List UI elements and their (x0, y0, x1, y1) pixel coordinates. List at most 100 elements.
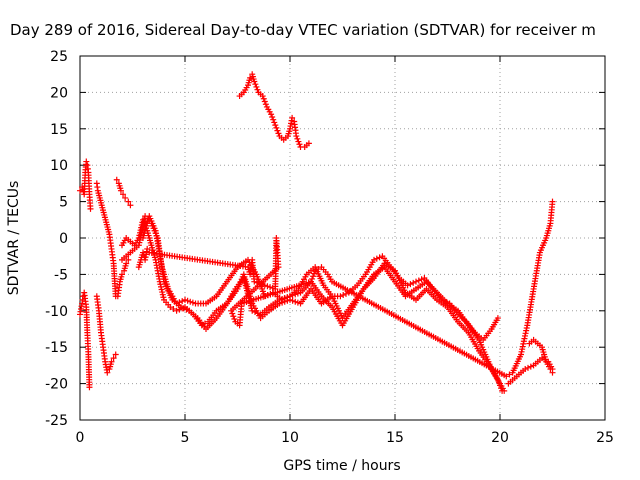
data-point (527, 363, 534, 370)
data-point (407, 281, 414, 288)
x-tick-label: 5 (181, 430, 190, 446)
data-point (373, 255, 380, 262)
y-axis-ticks: -25 -20 -15 -10 -5 0 5 10 15 20 25 (45, 49, 605, 429)
y-tick-label: -15 (45, 340, 68, 356)
data-point (254, 310, 261, 317)
data-point (259, 93, 266, 100)
data-point (86, 384, 93, 391)
data-point (120, 191, 127, 198)
data-point (312, 267, 319, 274)
data-point (274, 127, 281, 134)
data-point (501, 387, 508, 394)
data-point (261, 98, 268, 105)
data-point (506, 371, 513, 378)
data-point (404, 282, 411, 289)
data-point (113, 176, 120, 183)
data-point (127, 202, 134, 209)
x-tick-label: 15 (386, 430, 404, 446)
data-point (315, 265, 322, 272)
series-early-mid (113, 176, 134, 209)
series-main-2 (119, 213, 508, 394)
data-point (125, 256, 132, 263)
y-tick-label: 15 (50, 122, 68, 138)
x-axis-ticks: 0 5 10 15 20 25 (76, 56, 614, 446)
x-axis-label: GPS time / hours (283, 458, 400, 474)
series-main-3 (140, 213, 501, 343)
series-early-scatter (93, 180, 119, 300)
data-point (294, 299, 301, 306)
data-point (272, 122, 279, 129)
data-point (267, 284, 274, 291)
data-point (525, 364, 531, 371)
data-point (77, 187, 83, 194)
data-point (112, 351, 119, 358)
data-point (251, 78, 258, 85)
data-point (547, 366, 554, 373)
data-marks (77, 71, 556, 394)
data-point (278, 296, 285, 303)
data-point (110, 355, 117, 362)
data-point (337, 293, 344, 300)
data-point (376, 254, 383, 261)
data-point (503, 373, 510, 380)
y-tick-label: 0 (59, 231, 68, 247)
data-point (170, 305, 177, 312)
data-point (260, 95, 267, 102)
data-point (268, 111, 275, 118)
data-point (231, 315, 238, 322)
data-point (125, 198, 132, 205)
data-point (249, 307, 256, 314)
data-point (305, 140, 312, 147)
series-early-low-b (93, 293, 119, 376)
series-wave-top (236, 71, 312, 150)
data-point (289, 297, 296, 304)
y-tick-label: -25 (45, 413, 68, 429)
data-point (187, 298, 194, 305)
data-point (262, 101, 269, 108)
data-point (494, 376, 501, 383)
data-point (289, 114, 296, 121)
data-point (371, 256, 377, 263)
data-point (293, 133, 300, 140)
series-spikes (135, 198, 556, 380)
data-point (275, 130, 282, 137)
data-point (343, 290, 349, 297)
chart-title: Day 289 of 2016, Sidereal Day-to-day VTE… (10, 21, 596, 39)
data-point (252, 81, 259, 88)
data-point (284, 294, 291, 301)
data-point (108, 358, 115, 365)
data-point (270, 116, 277, 123)
y-tick-label: -5 (54, 267, 68, 283)
data-point (177, 304, 184, 311)
data-point (292, 298, 299, 305)
data-point (117, 187, 124, 194)
x-tick-label: 0 (76, 430, 85, 446)
data-point (184, 297, 191, 304)
x-tick-label: 10 (281, 430, 299, 446)
data-point (410, 279, 417, 286)
data-point (179, 298, 186, 305)
series-early-low-a (77, 289, 93, 391)
data-point (167, 304, 174, 311)
data-point (104, 369, 111, 376)
data-point (182, 296, 188, 303)
data-point (294, 135, 301, 142)
data-point (251, 278, 258, 285)
data-point (247, 74, 254, 81)
data-point (441, 298, 447, 305)
data-point (522, 366, 529, 373)
data-point (309, 275, 316, 282)
series-early-high (77, 158, 94, 212)
data-point (83, 158, 90, 165)
y-tick-label: 20 (50, 85, 68, 101)
data-point (87, 205, 94, 212)
data-point (252, 309, 258, 316)
data-point (173, 300, 180, 307)
data-point (269, 113, 276, 120)
grid (80, 56, 605, 420)
data-point (438, 296, 445, 303)
data-point (415, 277, 422, 284)
data-point (253, 83, 260, 90)
y-axis-label: SDTVAR / TECUs (6, 181, 22, 296)
data-point (229, 310, 236, 317)
